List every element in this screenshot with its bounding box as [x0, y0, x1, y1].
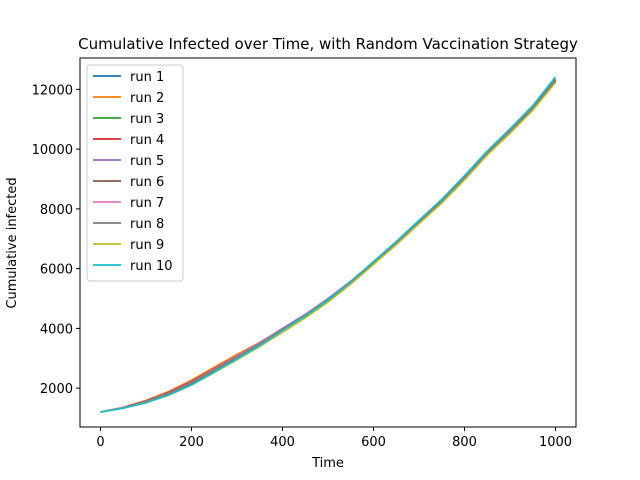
legend-entry: run 4 [130, 133, 164, 148]
x-tick-label: 400 [270, 435, 295, 450]
x-tick-label: 0 [96, 435, 104, 450]
legend-entry: run 5 [130, 154, 164, 169]
legend-entry: run 3 [130, 112, 164, 127]
y-axis: 2000 4000 6000 8000 10000 12000 [32, 83, 80, 397]
series-line-run-10 [100, 76, 557, 413]
plot-frame [79, 57, 577, 428]
chart-title: Cumulative Infected over Time, with Rand… [78, 35, 578, 53]
plot-lines [100, 76, 557, 413]
y-tick-label: 4000 [40, 322, 73, 337]
x-axis-label: Time [311, 456, 344, 471]
legend-entry: run 8 [130, 217, 164, 232]
legend-entry: run 10 [130, 259, 173, 274]
x-tick-label: 600 [361, 435, 386, 450]
x-tick-label: 1000 [539, 435, 572, 450]
legend: run 1 run 2 run 3 run 4 run 5 run 6 run 7 run 8… [86, 64, 184, 282]
y-tick-label: 10000 [32, 143, 73, 158]
legend-entry: run 6 [130, 175, 164, 190]
y-tick-label: 6000 [40, 263, 73, 278]
y-tick-label: 8000 [40, 203, 73, 218]
legend-entry: run 7 [130, 196, 164, 211]
x-tick-label: 200 [179, 435, 204, 450]
x-axis: 0 200 400 600 800 1000 [96, 427, 572, 450]
y-axis-label: Cumulative infected [5, 177, 20, 308]
legend-box [86, 64, 184, 282]
y-tick-label: 12000 [32, 83, 73, 98]
y-tick-label: 2000 [40, 382, 73, 397]
legend-entry: run 1 [130, 70, 164, 85]
legend-entry: run 9 [130, 238, 164, 253]
legend-entry: run 2 [130, 91, 164, 106]
x-tick-label: 800 [452, 435, 477, 450]
